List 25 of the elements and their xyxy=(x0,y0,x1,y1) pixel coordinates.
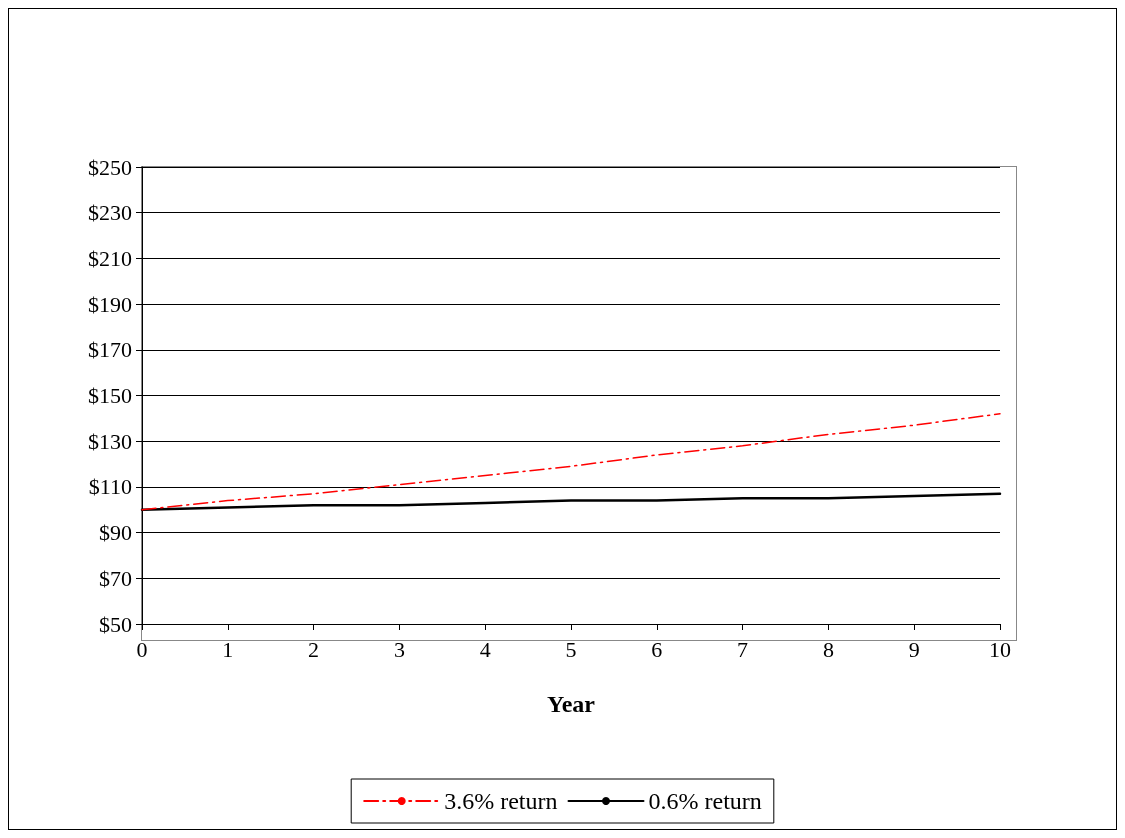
y-tick-label: $150 xyxy=(88,383,132,408)
x-tick-label: 8 xyxy=(822,636,834,662)
x-tick-label: 7 xyxy=(737,636,749,662)
x-tick-label: 5 xyxy=(565,636,577,662)
legend-label: 0.6% return xyxy=(648,788,762,814)
x-tick-label: 3 xyxy=(393,636,405,662)
y-tick-label: $250 xyxy=(88,154,132,180)
y-tick-label: $70 xyxy=(99,565,132,591)
y-tick-label: $110 xyxy=(88,474,132,500)
x-tick-label: 10 xyxy=(989,636,1011,662)
x-tick-label: 4 xyxy=(479,636,491,662)
y-tick-label: $50 xyxy=(99,611,132,637)
x-tick-label: 0 xyxy=(136,636,148,662)
y-tick-label: $210 xyxy=(88,245,132,271)
y-tick-label: $190 xyxy=(88,291,132,317)
x-tick-label: 1 xyxy=(222,636,234,662)
x-tick-label: 2 xyxy=(308,636,320,662)
x-tick-label: 9 xyxy=(908,636,920,662)
y-tick-label: $130 xyxy=(88,428,132,454)
y-tick-label: $230 xyxy=(88,200,132,226)
legend-label: 3.6% return xyxy=(444,788,558,814)
y-tick-label: $170 xyxy=(88,337,132,363)
x-tick-label: 6 xyxy=(651,636,663,662)
y-tick-label: $90 xyxy=(99,520,132,546)
x-axis-title: Year xyxy=(547,691,596,717)
